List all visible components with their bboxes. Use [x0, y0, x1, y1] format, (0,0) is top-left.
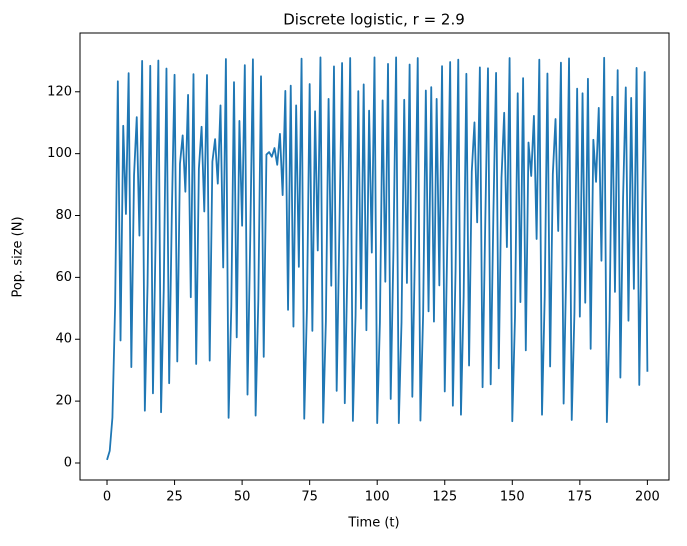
y-tick-label: 80 — [55, 208, 72, 223]
y-tick-label: 20 — [55, 394, 72, 409]
data-line — [106, 56, 649, 461]
x-tick-label: 25 — [166, 490, 183, 505]
x-tick-label: 150 — [500, 490, 525, 505]
x-tick-label: 125 — [432, 490, 457, 505]
x-tick-label: 100 — [365, 490, 390, 505]
x-axis-label: Time (t) — [347, 516, 399, 531]
x-tick-label: 0 — [103, 490, 111, 505]
y-tick-label: 120 — [47, 84, 72, 99]
x-tick-label: 175 — [567, 490, 592, 505]
x-tick-label: 200 — [635, 490, 660, 505]
y-tick-label: 60 — [55, 270, 72, 285]
plot-frame — [79, 32, 670, 481]
x-tick-label: 50 — [234, 490, 251, 505]
y-tick-label: 0 — [64, 455, 72, 470]
chart-title: Discrete logistic, r = 2.9 — [283, 11, 465, 29]
y-tick-label: 40 — [55, 332, 72, 347]
y-tick-label: 100 — [47, 146, 72, 161]
y-axis-label: Pop. size (N) — [11, 216, 26, 297]
x-tick-label: 75 — [301, 490, 318, 505]
